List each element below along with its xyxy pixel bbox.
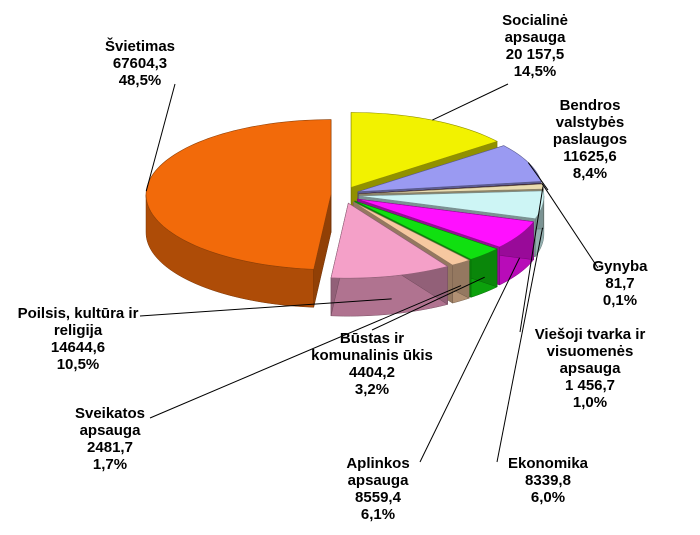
leader-line xyxy=(541,183,599,269)
value-label: 8559,4 xyxy=(355,489,401,506)
value-label: 8339,8 xyxy=(525,472,571,489)
category-label: Gynyba xyxy=(592,258,648,275)
slice xyxy=(145,119,332,270)
data-label: Aplinkos apsauga 8559,4 6,1% xyxy=(333,455,423,523)
slice xyxy=(354,200,498,260)
value-label: 2481,7 xyxy=(87,439,133,456)
leader-line xyxy=(419,257,521,463)
category-label: Sveikatos apsauga xyxy=(74,405,146,439)
slice xyxy=(350,112,498,188)
leader-line xyxy=(432,83,509,121)
slice xyxy=(357,198,535,248)
value-label: 20 157,5 xyxy=(505,46,565,63)
percent-label: 6,1% xyxy=(360,506,396,523)
percent-label: 8,4% xyxy=(572,165,608,182)
slice xyxy=(353,201,471,266)
value-label: 14644,6 xyxy=(50,339,106,356)
leader-line xyxy=(371,276,485,331)
leader-line xyxy=(527,162,549,191)
percent-label: 1,7% xyxy=(92,456,128,473)
data-label: Gynyba 81,7 0,1% xyxy=(570,258,670,309)
category-label: Bendros valstybės paslaugos xyxy=(552,97,628,148)
value-label: 67604,3 xyxy=(112,55,168,72)
data-label: Socialinė apsauga 20 157,5 14,5% xyxy=(485,12,585,80)
value-label: 4404,2 xyxy=(349,364,395,381)
leader-line xyxy=(139,298,392,317)
percent-label: 14,5% xyxy=(513,63,557,80)
data-label: Viešoji tvarka ir visuomenės apsauga 1 45… xyxy=(515,326,665,411)
value-label: 1 456,7 xyxy=(564,377,616,394)
data-label: Švietimas 67604,3 48,5% xyxy=(90,38,190,89)
percent-label: 10,5% xyxy=(56,356,100,373)
value-label: 81,7 xyxy=(605,275,635,292)
leader-line xyxy=(149,285,462,419)
percent-label: 3,2% xyxy=(354,381,390,398)
category-label: Socialinė apsauga xyxy=(502,12,568,46)
data-label: Sveikatos apsauga 2481,7 1,7% xyxy=(60,405,160,473)
leader-line xyxy=(519,186,544,333)
leader-line xyxy=(496,227,544,463)
slice xyxy=(330,202,449,279)
tops xyxy=(145,112,545,279)
category-label: Ekonomika xyxy=(507,455,589,472)
category-label: Aplinkos apsauga xyxy=(346,455,410,489)
data-label: Ekonomika 8339,8 6,0% xyxy=(493,455,603,506)
category-label: Būstas ir komunalinis ūkis xyxy=(311,330,433,364)
percent-label: 6,0% xyxy=(530,489,566,506)
percent-label: 1,0% xyxy=(572,394,608,411)
category-label: Poilsis, kultūra ir religija xyxy=(17,305,139,339)
value-label: 11625,6 xyxy=(563,148,617,165)
leader-line xyxy=(145,83,176,192)
slice xyxy=(357,145,542,193)
data-label: Bendros valstybės paslaugos 11625,6 8,4% xyxy=(540,97,640,182)
percent-label: 0,1% xyxy=(602,292,638,309)
percent-label: 48,5% xyxy=(118,72,162,89)
leaders xyxy=(139,83,599,463)
data-label: Poilsis, kultūra ir religija 14644,6 10,5% xyxy=(1,305,156,373)
category-label: Viešoji tvarka ir visuomenės apsauga xyxy=(534,326,646,377)
slice xyxy=(358,190,545,220)
category-label: Švietimas xyxy=(104,38,176,55)
data-label: Būstas ir komunalinis ūkis 4404,2 3,2% xyxy=(300,330,445,398)
